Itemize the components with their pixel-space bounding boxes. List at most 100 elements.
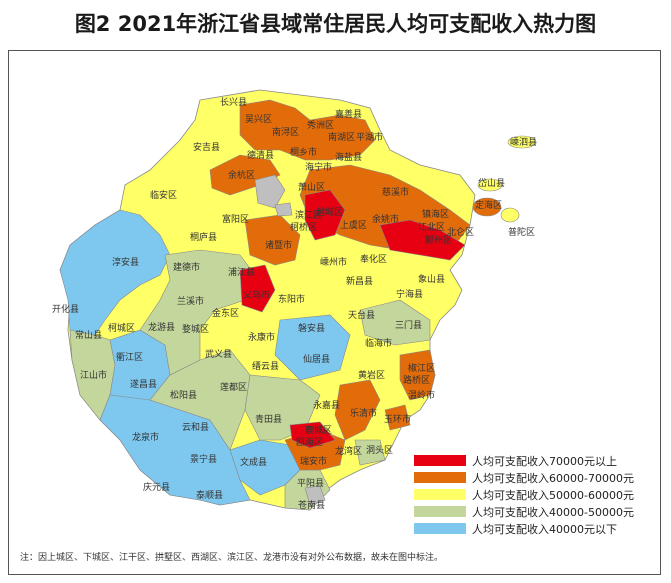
legend-item: 人均可支配收入60000-70000元 — [414, 469, 664, 486]
county-label: 桐乡市 — [290, 146, 317, 158]
county-label: 庆元县 — [143, 481, 170, 493]
county-label: 三门县 — [395, 319, 422, 331]
county-label: 萧山区 — [298, 181, 325, 193]
legend-swatch — [414, 455, 466, 466]
county-label: 普陀区 — [508, 226, 535, 238]
county-label: 平湖市 — [356, 131, 383, 143]
county-label: 常山县 — [75, 329, 102, 341]
county-label: 象山县 — [418, 273, 445, 285]
legend-item: 人均可支配收入50000-60000元 — [414, 486, 664, 503]
county-label: 余姚市 — [372, 213, 399, 225]
legend-swatch — [414, 506, 466, 517]
county-label: 文成县 — [240, 456, 267, 468]
county-label: 龙泉市 — [132, 431, 159, 443]
county-label: 椒江区 — [408, 362, 435, 374]
county-label: 秀洲区 — [307, 119, 334, 131]
legend-item: 人均可支配收入40000-50000元 — [414, 503, 664, 520]
legend-swatch — [414, 523, 466, 534]
region-orange-yuhuan — [384, 404, 411, 431]
county-label: 浦江县 — [228, 266, 255, 278]
county-label: 洞头区 — [366, 445, 393, 456]
region-grey-longgang — [304, 485, 326, 506]
county-label: 慈溪市 — [382, 186, 409, 198]
county-label: 越城区 — [316, 206, 343, 218]
legend-swatch — [414, 489, 466, 500]
county-label: 上虞区 — [340, 219, 367, 231]
region-red-shaoxing — [304, 189, 346, 241]
county-label: 温岭市 — [408, 389, 435, 401]
island-daishan — [477, 178, 503, 192]
legend-label: 人均可支配收入60000-70000元 — [472, 471, 634, 485]
county-labels: 长兴县 嘉善县 吴兴区 秀洲区 南浔区 南湖区 平湖市 嵊泗县 安吉县 德清县 … — [52, 96, 537, 511]
legend-label: 人均可支配收入40000元以下 — [472, 522, 617, 536]
map-title: 图2 2021年浙江省县域常住居民人均可支配收入热力图 — [74, 12, 597, 36]
county-label: 嵊州市 — [320, 256, 347, 268]
county-label: 富阳区 — [222, 213, 249, 225]
county-label: 金东区 — [212, 307, 239, 319]
county-label: 婺城区 — [182, 324, 209, 335]
county-label: 义乌市 — [243, 289, 270, 301]
region-grey-binjiang — [274, 202, 293, 217]
county-label: 磐安县 — [298, 322, 325, 334]
legend-item: 人均可支配收入40000元以下 — [414, 520, 664, 537]
county-label: 景宁县 — [190, 453, 217, 465]
legend-label: 人均可支配收入70000元以上 — [472, 454, 617, 468]
county-label: 滨江区 — [295, 209, 322, 221]
county-label: 衢江区 — [116, 351, 143, 363]
region-green-sanmen — [359, 299, 431, 346]
region-orange-taizhou — [399, 349, 436, 401]
region-green-dongtou — [354, 439, 386, 466]
legend-label: 人均可支配收入40000-50000元 — [472, 505, 634, 519]
county-label: 嵊泗县 — [510, 136, 537, 148]
county-label: 奉化区 — [360, 253, 387, 265]
island-putuo — [500, 207, 520, 223]
county-label: 岱山县 — [478, 177, 505, 189]
county-label: 江山市 — [80, 369, 107, 381]
county-label: 德清县 — [247, 149, 274, 161]
county-label: 嘉善县 — [335, 108, 362, 120]
county-label: 安吉县 — [193, 141, 220, 153]
county-label: 柯城区 — [108, 322, 135, 334]
county-label: 瑞安市 — [300, 455, 327, 467]
county-label: 兰溪市 — [177, 295, 204, 307]
county-label: 北仑区 — [447, 226, 474, 238]
county-label: 瓯海区 — [296, 436, 323, 448]
county-label: 临海市 — [365, 337, 392, 349]
county-label: 余杭区 — [228, 169, 255, 181]
county-label: 乐清市 — [350, 407, 377, 419]
county-label: 天台县 — [348, 309, 375, 321]
county-label: 松阳县 — [170, 389, 197, 401]
county-label: 南浔区 — [272, 126, 299, 138]
region-blue-xianju — [274, 314, 351, 381]
county-label: 开化县 — [52, 303, 79, 315]
county-label: 江北区 — [418, 222, 445, 233]
county-label: 玉环市 — [384, 413, 411, 425]
county-label: 东阳市 — [278, 293, 305, 305]
island-shengsi — [507, 135, 537, 149]
county-label: 龙湾区 — [335, 445, 362, 457]
county-label: 柯桥区 — [290, 221, 317, 233]
county-label: 武义县 — [205, 348, 232, 360]
county-label: 青田县 — [255, 413, 282, 425]
region-orange-north — [239, 99, 376, 161]
county-label: 平阳县 — [297, 478, 324, 489]
county-label: 海盐县 — [335, 151, 362, 163]
county-label: 缙云县 — [252, 360, 279, 372]
region-red-ouhai — [289, 421, 336, 449]
county-label: 鹿城区 — [305, 424, 332, 436]
map-legend: 人均可支配收入70000元以上 人均可支配收入60000-70000元 人均可支… — [414, 452, 664, 537]
county-label: 遂昌县 — [130, 378, 157, 390]
island-dinghai — [472, 197, 502, 217]
county-label: 吴兴区 — [245, 114, 272, 125]
county-label: 南湖区 — [328, 131, 355, 143]
map-footnote: 注：因上城区、下城区、江干区、拱墅区、西湖区、滨江区、龙港市没有对外公布数据，故… — [20, 553, 444, 563]
county-label: 宁海县 — [396, 288, 423, 300]
county-label: 建德市 — [173, 261, 200, 273]
legend-item: 人均可支配收入70000元以上 — [414, 452, 664, 469]
county-label: 永嘉县 — [313, 399, 340, 411]
county-label: 路桥区 — [403, 374, 430, 386]
legend-swatch — [414, 472, 466, 483]
county-label: 定海区 — [475, 199, 502, 211]
county-label: 永康市 — [248, 331, 275, 343]
